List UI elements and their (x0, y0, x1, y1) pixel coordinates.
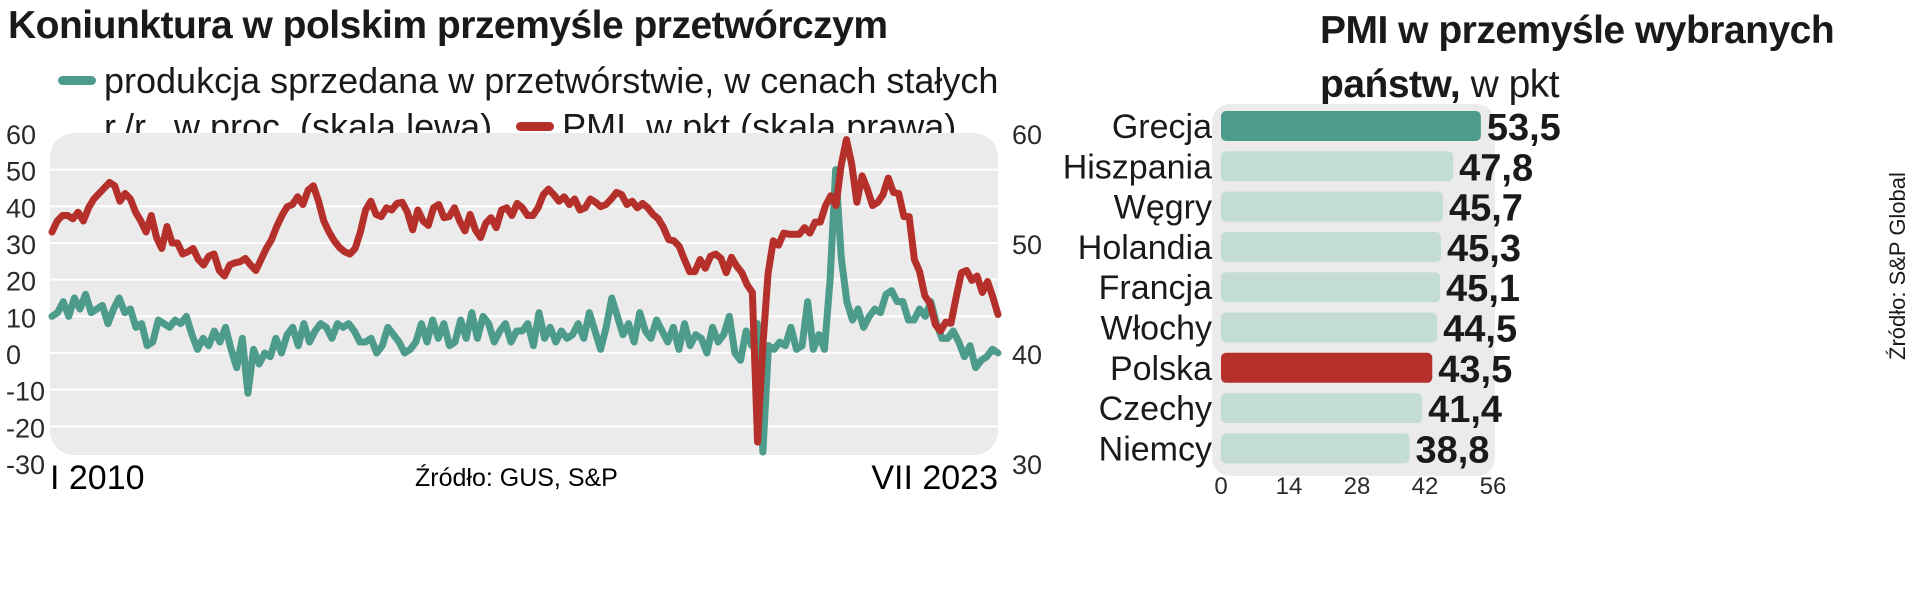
bar-x-tick-label: 14 (1276, 473, 1303, 500)
right-tick-label: 40 (1012, 340, 1042, 370)
bar-value-label: 45,3 (1447, 228, 1521, 270)
left-tick-label: 20 (6, 267, 36, 297)
left-tick-label: 0 (6, 340, 21, 370)
right-axis-ticks: 60 50 40 30 (1012, 120, 1042, 480)
legend-label-production: produkcja sprzedana w przetwórstwie, w c… (104, 60, 999, 101)
left-axis-ticks: 60 50 40 30 20 10 0 -10 -20 -30 (6, 120, 45, 480)
left-tick-label: -30 (6, 450, 45, 480)
bar-francja (1221, 272, 1441, 303)
line-chart: 60 50 40 30 20 10 0 -10 -20 -30 60 50 40 30 I 2010 V… (6, 120, 1042, 497)
legend-swatch-production (58, 75, 96, 85)
bar-value-label: 44,5 (1443, 309, 1517, 351)
legend-swatch-pmi (516, 121, 555, 131)
bar-włochy (1221, 312, 1438, 343)
bar-x-tick-label: 42 (1412, 473, 1439, 500)
bar-x-tick-label: 56 (1480, 473, 1507, 500)
bar-value-label: 53,5 (1487, 107, 1561, 149)
bar-hiszpania (1221, 151, 1454, 182)
bar-węgry (1221, 191, 1443, 222)
line-chart-source: Źródło: GUS, S&P (415, 463, 618, 492)
bar-x-tick-label: 28 (1344, 473, 1371, 500)
line-chart-title: Koniunktura w polskim przemyśle przetwór… (8, 4, 888, 47)
right-tick-label: 30 (1012, 450, 1042, 480)
bar-grecja (1221, 111, 1481, 141)
bar-x-axis-ticks: 0 14 28 42 56 (1214, 473, 1506, 500)
bar-value-label: 47,8 (1459, 147, 1533, 189)
series-line-pmi (48, 136, 1002, 446)
bar-niemcy (1221, 433, 1410, 464)
bar-chart-title-bold: państw, (1320, 63, 1461, 106)
right-tick-label: 50 (1012, 230, 1042, 260)
series-line-production (48, 166, 1002, 456)
x-start-label: I 2010 (50, 459, 145, 497)
bar-value-label: 43,5 (1438, 349, 1512, 391)
bar-holandia (1221, 231, 1442, 262)
left-tick-label: 30 (6, 230, 36, 260)
bar-value-label: 45,7 (1449, 188, 1523, 230)
bar-chart-source: Źródło: S&P Global (1885, 172, 1910, 360)
bar-chart-title-line1: PMI w przemyśle wybranych (1320, 9, 1835, 52)
bar-polska (1221, 352, 1433, 383)
left-tick-label: 40 (6, 193, 36, 223)
bar-chart-title: PMI w przemyśle wybranych państw, w pkt (1320, 4, 1835, 112)
bar-value-label: 41,4 (1428, 389, 1502, 431)
bar-chart-title-unit: w pkt (1460, 63, 1560, 106)
left-tick-label: 60 (6, 120, 36, 150)
bar-chart-title-line2: państw, w pkt (1320, 58, 1834, 112)
right-tick-label: 60 (1012, 120, 1042, 150)
bar-value-label: 38,8 (1415, 429, 1489, 471)
x-end-label: VII 2023 (871, 459, 998, 497)
bar-plot-background (1212, 104, 1495, 476)
left-tick-label: -20 (6, 413, 45, 443)
legend-item-production: produkcja sprzedana w przetwórstwie, w c… (58, 58, 1058, 104)
bar-value-label: 45,1 (1446, 268, 1520, 310)
left-tick-label: 50 (6, 157, 36, 187)
bar-czechy (1221, 393, 1423, 424)
left-tick-label: -10 (6, 377, 45, 407)
left-tick-label: 10 (6, 303, 36, 333)
